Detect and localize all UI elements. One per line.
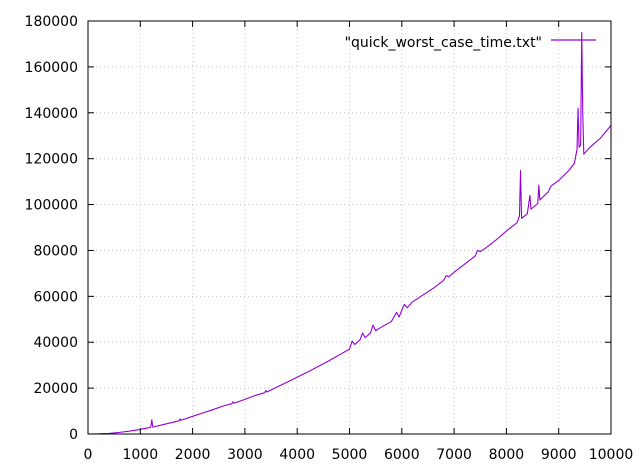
x-tick-label: 3000 — [227, 447, 263, 463]
grid — [88, 21, 611, 434]
x-tick-label: 2000 — [175, 447, 211, 463]
plot-frame — [87, 20, 612, 435]
y-tick-label: 40000 — [33, 335, 78, 351]
series — [87, 31, 612, 435]
x-tick-label: 6000 — [384, 447, 420, 463]
y-tick-label: 60000 — [33, 289, 78, 305]
y-tick-label: 100000 — [25, 198, 78, 214]
x-tick-label: 5000 — [332, 447, 368, 463]
x-tick-label: 1000 — [122, 447, 158, 463]
y-tick-label: 20000 — [33, 381, 78, 397]
x-tick-label: 7000 — [436, 447, 472, 463]
tick-labels: 0 1000 2000 3000 4000 5000 6000 7000 8000 9000 100… — [25, 14, 634, 463]
x-tick-label: 4000 — [279, 447, 315, 463]
y-tick-label: 80000 — [33, 243, 78, 259]
y-tick-label: 180000 — [25, 14, 78, 30]
legend: "quick_worst_case_time.txt" — [345, 35, 596, 51]
legend-entry-label: "quick_worst_case_time.txt" — [345, 35, 542, 51]
x-tick-label: 9000 — [541, 447, 577, 463]
x-tick-label: 10000 — [589, 447, 634, 463]
y-tick-label: 120000 — [25, 152, 78, 168]
x-tick-label: 0 — [84, 447, 93, 463]
y-tick-label: 140000 — [25, 106, 78, 122]
series-line — [87, 31, 612, 435]
y-tick-label: 0 — [69, 427, 78, 443]
x-tick-label: 8000 — [489, 447, 525, 463]
y-tick-label: 160000 — [25, 60, 78, 76]
axis-ticks — [87, 20, 612, 435]
